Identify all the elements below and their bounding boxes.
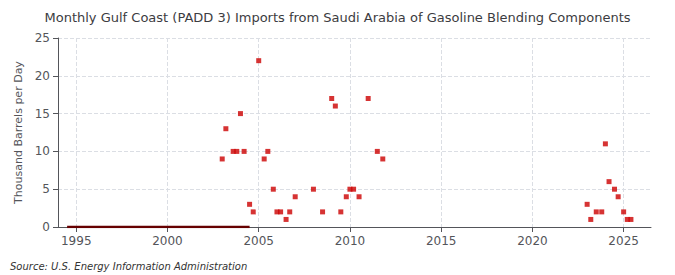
svg-text:15: 15 [35, 107, 50, 121]
svg-text:2005: 2005 [243, 234, 274, 248]
svg-text:2020: 2020 [517, 234, 548, 248]
svg-text:Thousand Barrels per Day: Thousand Barrels per Day [12, 61, 25, 205]
svg-text:2000: 2000 [152, 234, 183, 248]
svg-text:Source: U.S. Energy Informatio: Source: U.S. Energy Information Administ… [10, 261, 247, 272]
svg-text:0: 0 [42, 220, 50, 234]
svg-text:2025: 2025 [608, 234, 639, 248]
svg-text:Monthly Gulf Coast (PADD 3) Im: Monthly Gulf Coast (PADD 3) Imports from… [45, 10, 631, 25]
svg-text:2010: 2010 [335, 234, 366, 248]
svg-text:10: 10 [35, 144, 50, 158]
svg-text:5: 5 [42, 182, 50, 196]
svg-text:1995: 1995 [61, 234, 92, 248]
svg-text:2015: 2015 [426, 234, 457, 248]
svg-text:20: 20 [35, 69, 50, 83]
svg-text:25: 25 [35, 31, 50, 45]
